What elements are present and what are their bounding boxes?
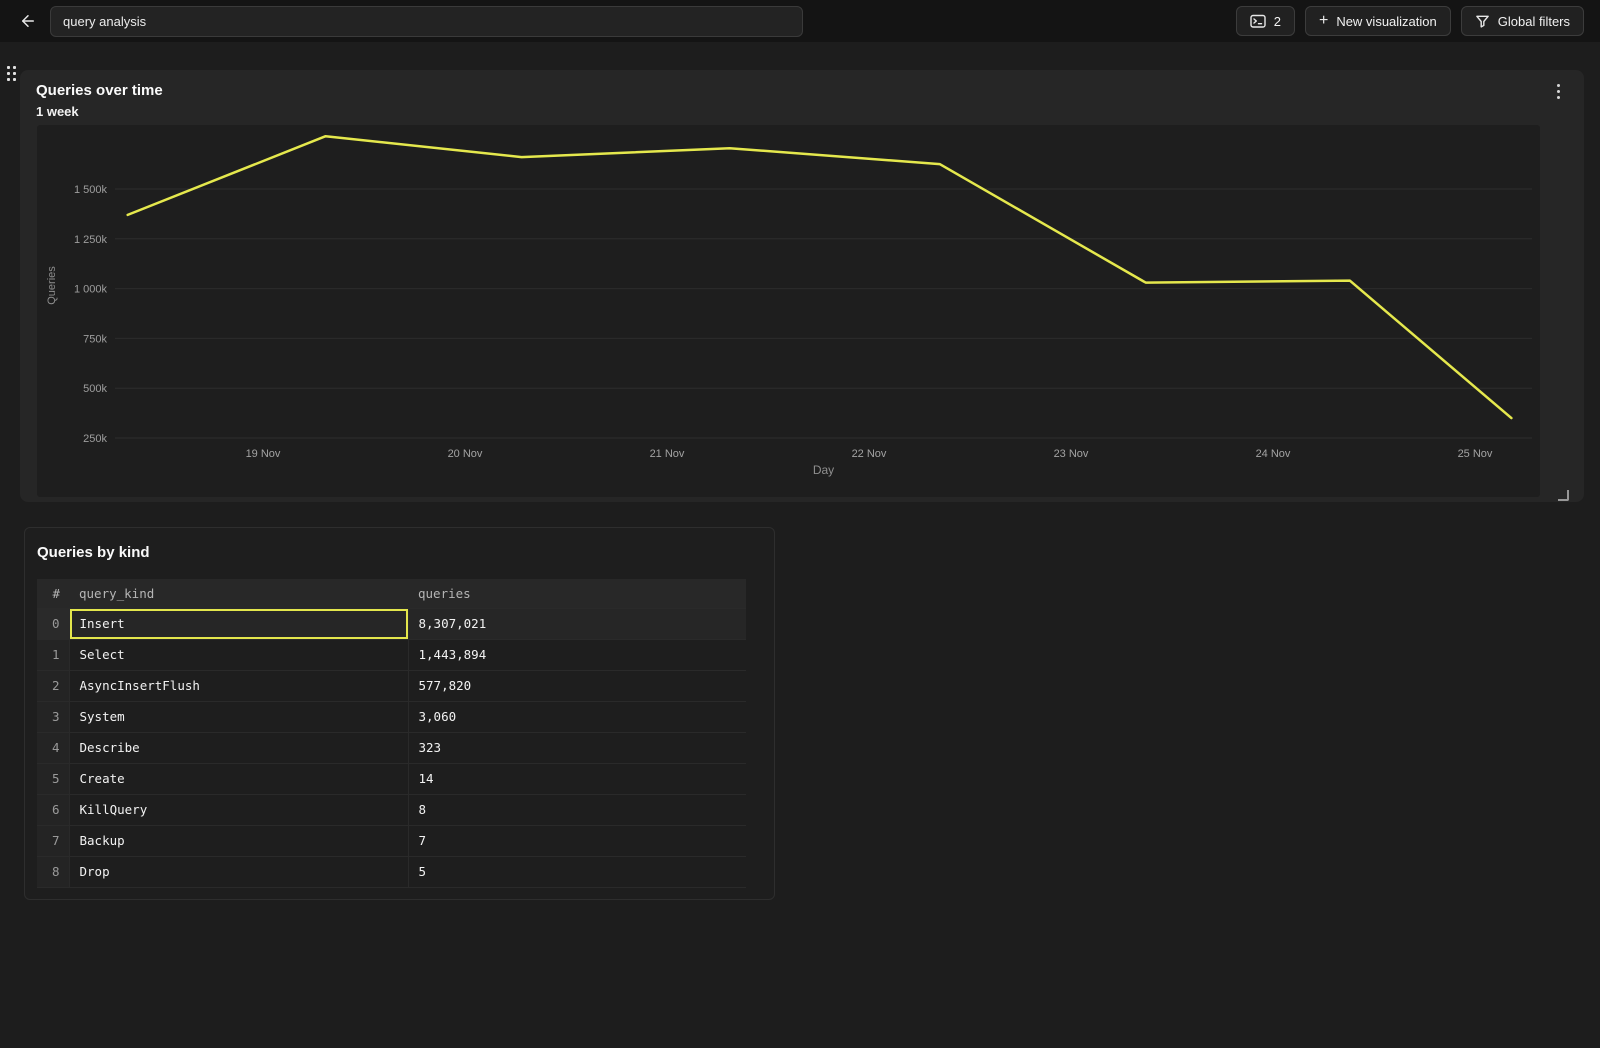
back-button[interactable] bbox=[16, 9, 40, 33]
queries-by-kind-table: # query_kind queries 0 Insert 8,307,021 1 Se… bbox=[37, 579, 746, 888]
chart-title: Queries over time bbox=[36, 82, 163, 99]
query-kind-cell[interactable]: Backup bbox=[68, 824, 408, 856]
table-row: 1 Select 1,443,894 bbox=[37, 638, 746, 670]
chart-subtitle: 1 week bbox=[36, 104, 79, 119]
y-tick-label: 1 000k bbox=[74, 284, 108, 296]
row-index-cell: 3 bbox=[37, 700, 69, 732]
funnel-icon bbox=[1475, 14, 1490, 29]
y-tick-label: 1 250k bbox=[74, 234, 108, 246]
series-line-queries[interactable] bbox=[126, 134, 1513, 420]
y-axis-title: Queries bbox=[46, 266, 58, 305]
table-row: 4 Describe 323 bbox=[37, 731, 746, 763]
query-kind-cell[interactable]: KillQuery bbox=[68, 793, 408, 825]
table-row: 0 Insert 8,307,021 bbox=[37, 607, 746, 639]
queries-value-cell[interactable]: 5 bbox=[407, 855, 746, 888]
x-tick-label: 24 Nov bbox=[1256, 448, 1291, 460]
topbar: 2 + New visualization Global filters bbox=[0, 0, 1600, 42]
row-index-cell: 1 bbox=[37, 638, 69, 670]
x-tick-label: 25 Nov bbox=[1458, 448, 1493, 460]
column-header-index[interactable]: # bbox=[37, 579, 69, 608]
x-tick-label: 21 Nov bbox=[650, 448, 685, 460]
pages-count-button[interactable]: 2 bbox=[1235, 6, 1295, 36]
x-axis-title: Day bbox=[813, 463, 834, 477]
row-index-cell: 4 bbox=[37, 731, 69, 763]
table-title: Queries by kind bbox=[37, 544, 150, 561]
queries-line-chart: 1 500k 1 250k 1 000k 750k 500k 250k 19 Nov 20 N… bbox=[46, 134, 1532, 477]
query-kind-cell[interactable]: AsyncInsertFlush bbox=[68, 669, 408, 701]
x-tick-label: 19 Nov bbox=[246, 448, 281, 460]
column-header-query-kind[interactable]: query_kind bbox=[69, 579, 408, 608]
line-chart-plot: 1 500k 1 250k 1 000k 750k 500k 250k 19 Nov 20 N… bbox=[37, 125, 1540, 497]
row-index-cell: 5 bbox=[37, 762, 69, 794]
console-window-icon bbox=[1250, 14, 1266, 29]
queries-value-cell[interactable]: 577,820 bbox=[407, 669, 746, 701]
pages-count-label: 2 bbox=[1273, 13, 1281, 29]
queries-value-cell[interactable]: 1,443,894 bbox=[407, 638, 746, 670]
x-tick-label: 22 Nov bbox=[852, 448, 887, 460]
table-header-row: # query_kind queries bbox=[37, 579, 746, 608]
plus-icon: + bbox=[1318, 12, 1329, 29]
y-tick-label: 1 500k bbox=[74, 184, 108, 196]
y-tick-label: 750k bbox=[83, 333, 107, 345]
row-index-cell: 0 bbox=[37, 607, 69, 639]
queries-value-cell[interactable]: 7 bbox=[407, 824, 746, 856]
queries-by-kind-panel: Queries by kind # query_kind queries 0 In… bbox=[24, 527, 775, 900]
queries-value-cell[interactable]: 14 bbox=[407, 762, 746, 794]
resize-corner-icon[interactable] bbox=[1558, 490, 1569, 501]
dashboard-title-input[interactable] bbox=[50, 5, 803, 37]
panel-drag-handle[interactable] bbox=[7, 66, 20, 83]
queries-over-time-panel: Queries over time 1 week 1 500k 1 250k 1 0… bbox=[20, 70, 1584, 502]
query-kind-cell[interactable]: Select bbox=[68, 638, 408, 670]
arrow-left-icon bbox=[19, 12, 37, 30]
y-tick-label: 250k bbox=[83, 433, 107, 445]
query-kind-cell[interactable]: Insert bbox=[68, 607, 408, 639]
query-kind-cell[interactable]: System bbox=[68, 700, 408, 732]
queries-value-cell[interactable]: 3,060 bbox=[407, 700, 746, 732]
table-row: 5 Create 14 bbox=[37, 762, 746, 794]
table-row: 2 AsyncInsertFlush 577,820 bbox=[37, 669, 746, 701]
row-index-cell: 7 bbox=[37, 824, 69, 856]
row-index-cell: 6 bbox=[37, 793, 69, 825]
kebab-menu-icon[interactable] bbox=[1550, 80, 1566, 102]
new-visualization-button[interactable]: + New visualization bbox=[1304, 6, 1451, 36]
y-tick-label: 500k bbox=[83, 383, 107, 395]
table-row: 3 System 3,060 bbox=[37, 700, 746, 732]
x-tick-label: 23 Nov bbox=[1054, 448, 1089, 460]
query-kind-cell[interactable]: Describe bbox=[68, 731, 408, 763]
global-filters-label: Global filters bbox=[1497, 13, 1570, 29]
row-index-cell: 2 bbox=[37, 669, 69, 701]
table-row: 7 Backup 7 bbox=[37, 824, 746, 856]
query-kind-cell[interactable]: Drop bbox=[68, 855, 408, 888]
query-kind-cell[interactable]: Create bbox=[68, 762, 408, 794]
queries-value-cell[interactable]: 8,307,021 bbox=[407, 607, 746, 639]
column-header-queries[interactable]: queries bbox=[408, 579, 746, 608]
queries-value-cell[interactable]: 8 bbox=[407, 793, 746, 825]
global-filters-button[interactable]: Global filters bbox=[1460, 6, 1584, 36]
table-row: 6 KillQuery 8 bbox=[37, 793, 746, 825]
row-index-cell: 8 bbox=[37, 855, 69, 888]
x-tick-label: 20 Nov bbox=[448, 448, 483, 460]
queries-value-cell[interactable]: 323 bbox=[407, 731, 746, 763]
table-row: 8 Drop 5 bbox=[37, 855, 746, 888]
new-visualization-label: New visualization bbox=[1336, 13, 1437, 29]
